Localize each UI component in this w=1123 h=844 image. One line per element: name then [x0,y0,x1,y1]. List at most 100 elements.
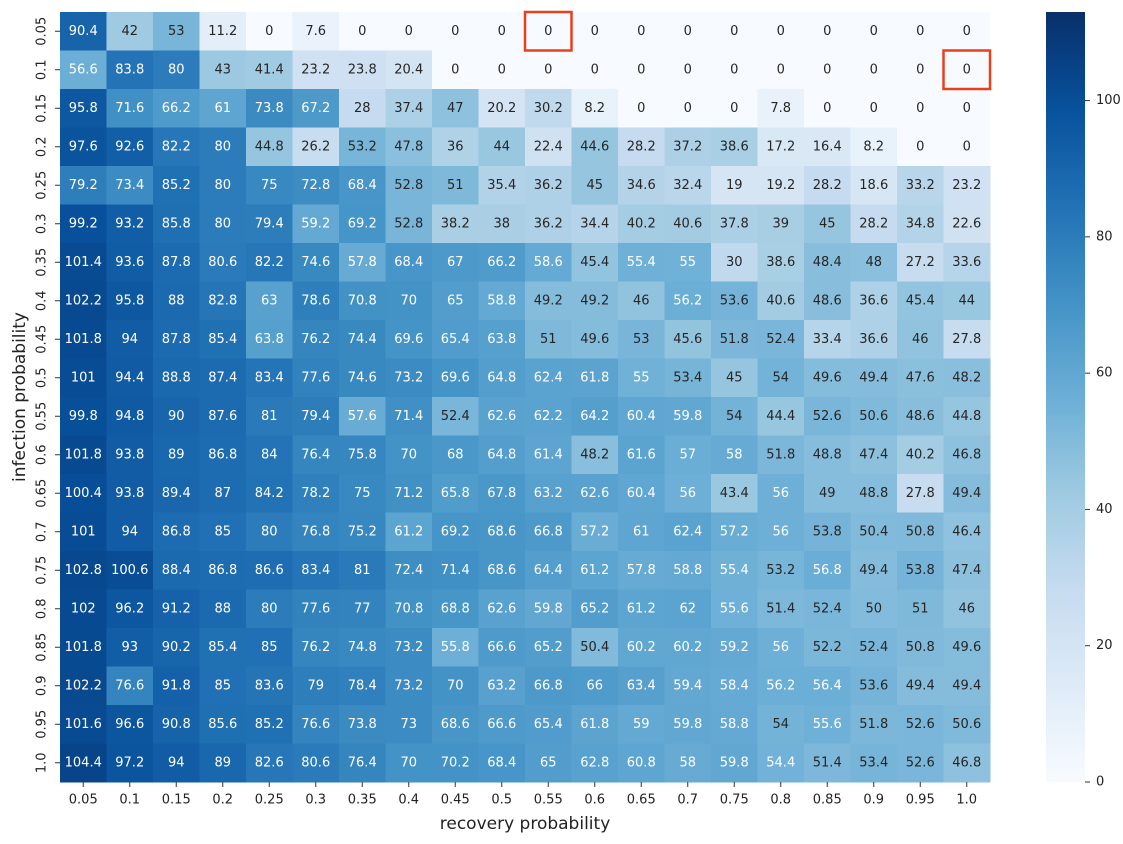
heatmap-cell [339,705,386,744]
cell-label: 78.6 [301,293,330,308]
heatmap-cell [897,50,944,90]
heatmap-cell [757,551,805,590]
cell-label: 99.2 [69,216,98,231]
cell-label: 91.2 [162,601,191,616]
heatmap-cell [478,705,526,744]
cell-label: 66.8 [534,678,563,693]
cell-label: 38.2 [441,216,470,231]
cell-label: 44 [493,139,510,154]
heatmap-cell [478,50,526,90]
cell-label: 93.6 [115,255,144,270]
cell-label: 56.6 [69,62,98,77]
cell-label: 28.2 [859,216,888,231]
heatmap-cell [292,628,340,667]
heatmap-cell [571,89,619,128]
cell-label: 53.4 [673,370,702,385]
cell-label: 71.2 [394,486,423,501]
heatmap-cell [711,320,758,359]
cell-label: 85.4 [208,332,237,347]
cell-label: 64.8 [487,370,516,385]
cell-label: 17.2 [766,139,795,154]
heatmap-cell [711,551,758,590]
x-tick-label: 0.35 [348,793,377,808]
heatmap-cell [106,358,154,398]
cell-label: 27.2 [906,255,935,270]
cell-label: 52.2 [813,640,842,655]
cell-label: 41.4 [255,62,284,77]
cell-label: 0 [498,62,506,77]
cell-label: 59.8 [673,717,702,732]
heatmap-cell [525,589,572,629]
cell-label: 87.6 [208,409,237,424]
heatmap-cell [199,435,247,475]
cell-label: 83.4 [301,563,330,578]
heatmap-cell [432,512,479,552]
heatmap-cell [850,243,898,282]
cell-label: 77.6 [301,601,330,616]
heatmap-cell [757,89,805,128]
heatmap-cell [664,589,712,629]
cell-label: 0 [870,101,878,116]
cell-label: 52.8 [394,178,423,193]
cell-label: 0 [730,101,738,116]
cell-label: 101.8 [65,332,102,347]
cell-label: 45.4 [906,293,935,308]
heatmap-cell [897,243,944,282]
cell-label: 73 [400,717,417,732]
cell-label: 89.4 [162,486,191,501]
heatmap-cell [478,89,526,128]
cell-label: 61.2 [580,563,609,578]
cell-label: 55.4 [720,563,749,578]
heatmap-cell [571,358,619,398]
cell-label: 0 [358,24,366,39]
heatmap-cell [804,204,851,244]
heatmap-cell [292,551,340,590]
heatmap-cell [571,589,619,629]
cell-label: 97.6 [69,139,98,154]
cell-label: 82.2 [162,139,191,154]
cell-label: 49.2 [534,293,563,308]
heatmap-cell [897,628,944,667]
cell-label: 58 [679,755,696,770]
heatmap-cell [432,243,479,282]
heatmap-cell [153,743,200,783]
heatmap-cell [525,743,572,783]
cell-label: 0 [916,139,924,154]
heatmap-cell [571,127,619,167]
heatmap-cell [106,127,154,167]
heatmap-cell [339,89,386,128]
cell-label: 102.2 [65,293,102,308]
heatmap-cell [60,50,107,90]
heatmap-cell [525,243,572,282]
heatmap-cell [199,705,247,744]
heatmap-cell [757,204,805,244]
heatmap-cell [618,281,665,321]
heatmap-cell [339,397,386,436]
colorbar-tick-label: 20 [1096,638,1113,653]
heatmap-cell [664,166,712,205]
heatmap-cell [897,743,944,783]
cell-label: 56 [772,640,789,655]
heatmap-cell [199,551,247,590]
y-tick-label: 0.35 [35,248,50,277]
heatmap-cell [804,474,851,513]
cell-label: 0 [591,24,599,39]
cell-label: 49.6 [813,370,842,385]
heatmap-cell [60,89,107,128]
heatmap-cell [385,243,433,282]
cell-label: 39 [772,216,789,231]
cell-label: 49.4 [859,370,888,385]
cell-label: 45 [586,178,603,193]
heatmap-cell [618,743,665,783]
cell-label: 34.6 [627,178,656,193]
heatmap-cell [571,551,619,590]
heatmap-cell [199,50,247,90]
colorbar-tick-label: 40 [1096,502,1113,517]
heatmap-cell [943,358,991,398]
heatmap-cell [153,89,200,128]
heatmap-cell [897,435,944,475]
cell-label: 60.8 [627,755,656,770]
cell-label: 8.2 [863,139,884,154]
heatmap-cell [246,358,293,398]
cell-label: 69.6 [441,370,470,385]
